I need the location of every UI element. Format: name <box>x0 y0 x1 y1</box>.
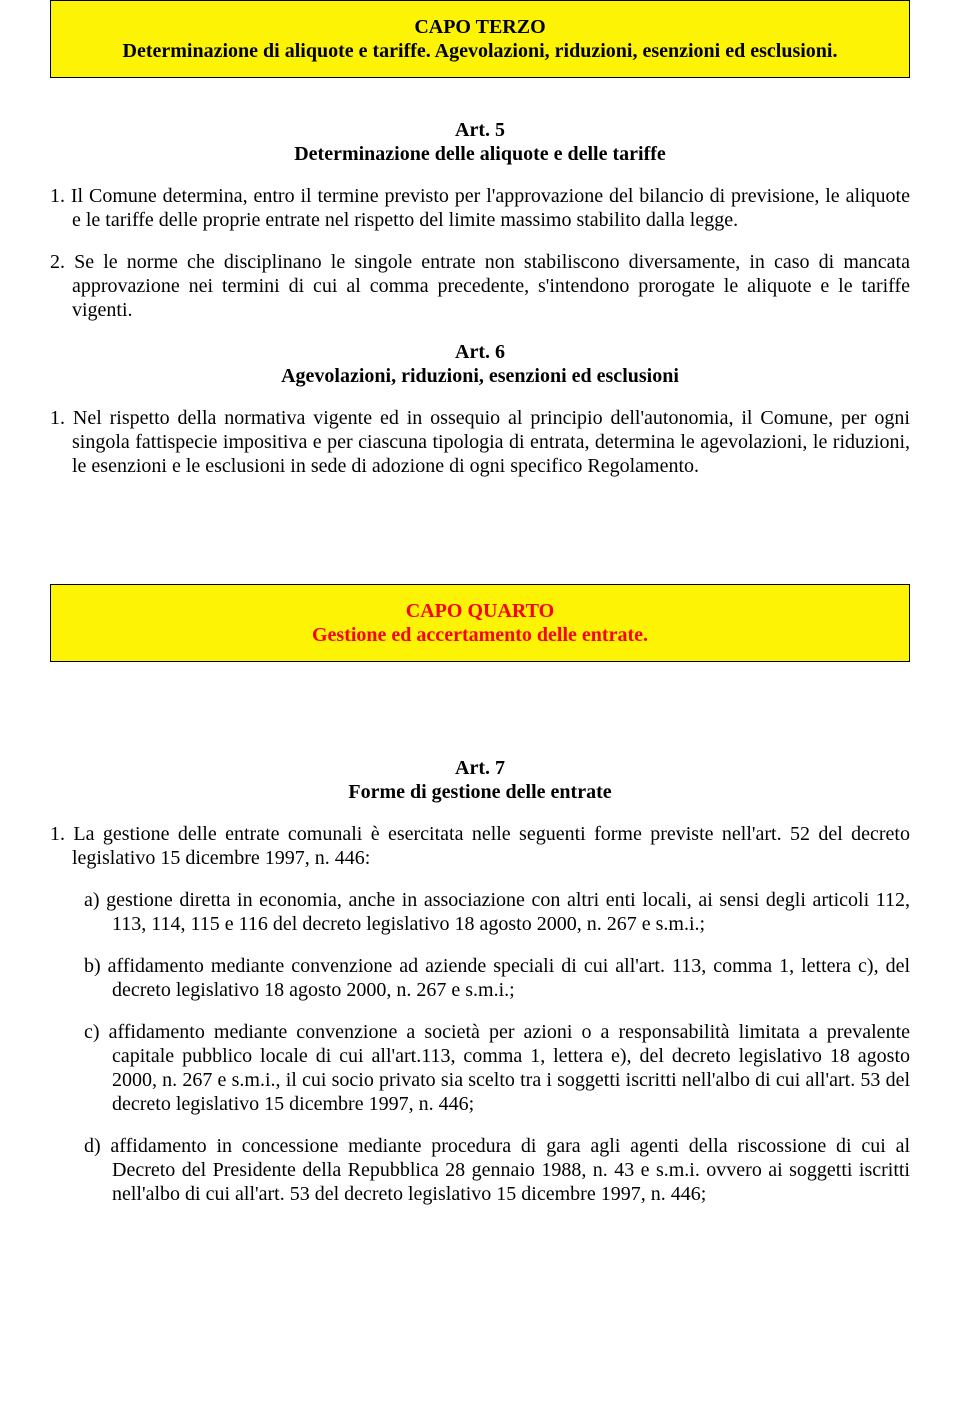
art7-num: Art. 7 <box>50 756 910 780</box>
capo4-line2: Gestione ed accertamento delle entrate. <box>71 623 889 647</box>
art6-p1: 1. Nel rispetto della normativa vigente … <box>50 406 910 478</box>
art6-head: Art. 6 Agevolazioni, riduzioni, esenzion… <box>50 340 910 388</box>
art7-p1: 1. La gestione delle entrate comunali è … <box>50 822 910 870</box>
spacer <box>50 702 910 756</box>
art6-num: Art. 6 <box>50 340 910 364</box>
art7-b: b) affidamento mediante convenzione ad a… <box>112 954 910 1002</box>
art5-head: Art. 5 Determinazione delle aliquote e d… <box>50 118 910 166</box>
art7-d: d) affidamento in concessione mediante p… <box>112 1134 910 1206</box>
art7-a: a) gestione diretta in economia, anche i… <box>112 888 910 936</box>
capo3-line2: Determinazione di aliquote e tariffe. Ag… <box>71 39 889 63</box>
art5-title: Determinazione delle aliquote e delle ta… <box>50 142 910 166</box>
art6-title: Agevolazioni, riduzioni, esenzioni ed es… <box>50 364 910 388</box>
art5-num: Art. 5 <box>50 118 910 142</box>
art5-p1: 1. Il Comune determina, entro il termine… <box>50 184 910 232</box>
capo4-line1: CAPO QUARTO <box>71 599 889 623</box>
capo3-line1: CAPO TERZO <box>71 15 889 39</box>
art7-letter-list: a) gestione diretta in economia, anche i… <box>50 888 910 1206</box>
spacer <box>50 496 910 584</box>
art7-c: c) affidamento mediante convenzione a so… <box>112 1020 910 1116</box>
art7-head: Art. 7 Forme di gestione delle entrate <box>50 756 910 804</box>
capo-quarto-header: CAPO QUARTO Gestione ed accertamento del… <box>50 584 910 662</box>
art5-p2: 2. Se le norme che disciplinano le singo… <box>50 250 910 322</box>
art7-title: Forme di gestione delle entrate <box>50 780 910 804</box>
capo-terzo-header: CAPO TERZO Determinazione di aliquote e … <box>50 0 910 78</box>
